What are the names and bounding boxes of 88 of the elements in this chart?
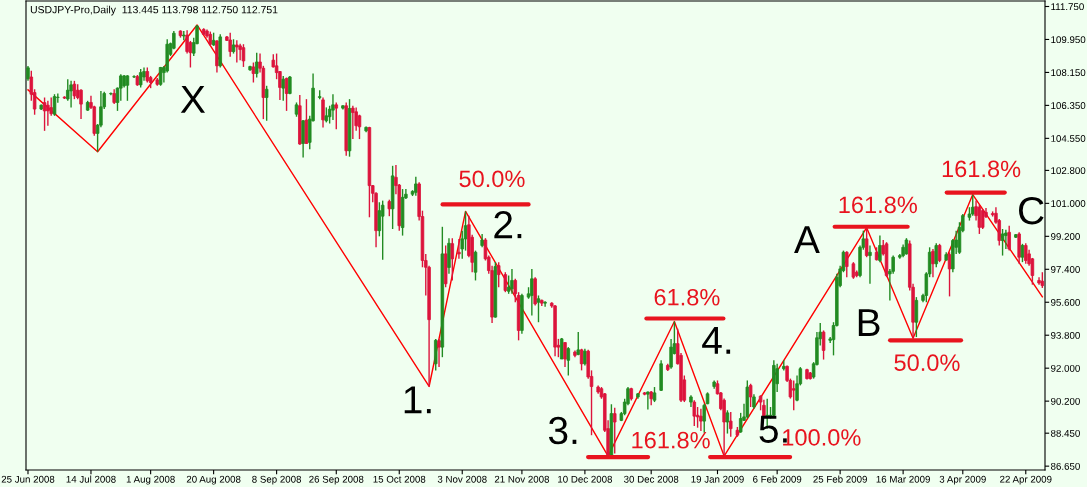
- candlestick: [868, 244, 872, 285]
- x-tick-label: 15 Oct 2008: [373, 475, 426, 483]
- candlestick: [845, 250, 849, 278]
- candlestick: [264, 85, 269, 122]
- candlestick: [692, 399, 697, 427]
- x-tick-label: 3 Apr 2009: [939, 475, 986, 485]
- candlestick: [914, 296, 919, 338]
- x-tick-label: 19 Jan 2009: [691, 475, 744, 483]
- x-tick-label: 3 Nov 2008: [437, 475, 487, 483]
- y-tick-label: 109.950: [1051, 36, 1086, 44]
- candlestick: [433, 338, 438, 372]
- annotation: 50.0%: [459, 170, 525, 188]
- candlestick: [612, 407, 617, 455]
- x-tick-label: 1 Aug 2008: [126, 475, 175, 485]
- y-tick-label: 90.200: [1051, 397, 1080, 405]
- candlestick: [738, 412, 743, 434]
- annotation: 2.: [494, 210, 522, 239]
- candlestick: [334, 101, 339, 130]
- annotation: 50.0%: [894, 354, 960, 372]
- annotation: 1.: [404, 386, 431, 414]
- annotation: 161.8%: [839, 196, 917, 214]
- candlestick: [414, 176, 418, 197]
- y-tick-label: 92.000: [1051, 364, 1080, 372]
- annotation: 61.8%: [654, 288, 720, 306]
- candlestick: [1000, 228, 1005, 257]
- candlestick: [937, 243, 942, 263]
- candlestick: [503, 271, 508, 293]
- candlestick: [1007, 225, 1011, 252]
- x-tick-label: 25 Jun 2008: [1, 475, 55, 483]
- x-tick-label: 8 Sep 2008: [252, 475, 302, 485]
- y-tick-label: 106.350: [1051, 102, 1086, 109]
- y-tick-label: 111.750: [1051, 3, 1084, 11]
- x-tick-label: 25 Feb 2009: [813, 475, 867, 483]
- candlestick: [69, 79, 73, 109]
- line-series: [27, 24, 1044, 457]
- candlestick: [437, 338, 441, 368]
- annotation: B: [858, 309, 880, 336]
- candlestick: [699, 407, 703, 432]
- x-tick-label: 6 Feb 2009: [753, 475, 802, 483]
- x-tick-label: 26 Sep 2008: [309, 475, 364, 485]
- annotation: 4.: [702, 327, 731, 354]
- candlestick: [380, 199, 385, 261]
- y-tick-label: 104.550: [1051, 135, 1086, 142]
- candlestick: [725, 409, 730, 435]
- y-tick-label: 102.800: [1051, 167, 1086, 175]
- chart-title: USDJPY-Pro,Daily 113.445 113.798 112.750 112.751: [30, 5, 278, 16]
- annotation: 161.8%: [942, 160, 1021, 178]
- candlestick: [241, 43, 246, 68]
- candlestick: [304, 98, 309, 145]
- candlestick: [970, 193, 975, 217]
- annotation: X: [180, 86, 206, 113]
- candlestick: [496, 261, 501, 288]
- candlestick: [254, 51, 259, 79]
- y-tick-label: 86.650: [1050, 462, 1080, 470]
- annotation: 3.: [548, 416, 577, 445]
- annotation: 161.8%: [632, 431, 710, 449]
- candlestick: [821, 329, 826, 361]
- candlestick: [46, 100, 50, 127]
- candlestick: [281, 75, 285, 102]
- x-tick-label: 20 Aug 2008: [186, 475, 241, 485]
- candlestick: [563, 341, 567, 368]
- x-tick-label: 21 Nov 2008: [494, 475, 550, 483]
- candlestick: [321, 96, 325, 129]
- candlestick: [977, 203, 982, 235]
- y-tick-label: 95.600: [1051, 298, 1080, 306]
- x-tick-label: 10 Dec 2008: [558, 475, 613, 483]
- candlestick: [331, 93, 335, 121]
- candlestick: [791, 379, 796, 411]
- annotation: A: [794, 226, 820, 254]
- y-tick-label: 88.450: [1050, 429, 1080, 437]
- y-tick-label: 99.200: [1051, 233, 1080, 240]
- candlestick: [52, 93, 57, 117]
- x-tick-label: 22 Apr 2009: [1000, 475, 1052, 485]
- candlestick: [729, 411, 733, 438]
- candlestick: [235, 39, 239, 64]
- candlestick: [510, 268, 514, 295]
- candlestick: [566, 346, 571, 377]
- x-tick-label: 30 Dec 2008: [624, 475, 679, 483]
- candlestick: [351, 105, 355, 140]
- y-tick-label: 101.000: [1051, 200, 1086, 207]
- y-tick-label: 93.800: [1051, 331, 1080, 339]
- annotation: C: [1019, 196, 1044, 225]
- y-tick-label: 108.150: [1051, 69, 1086, 77]
- candlestick: [79, 88, 83, 120]
- y-tick-label: 97.400: [1051, 266, 1080, 273]
- x-tick-label: 16 Mar 2009: [876, 475, 930, 483]
- x-tick-label: 14 Jul 2008: [66, 475, 116, 483]
- candlestick: [457, 238, 461, 260]
